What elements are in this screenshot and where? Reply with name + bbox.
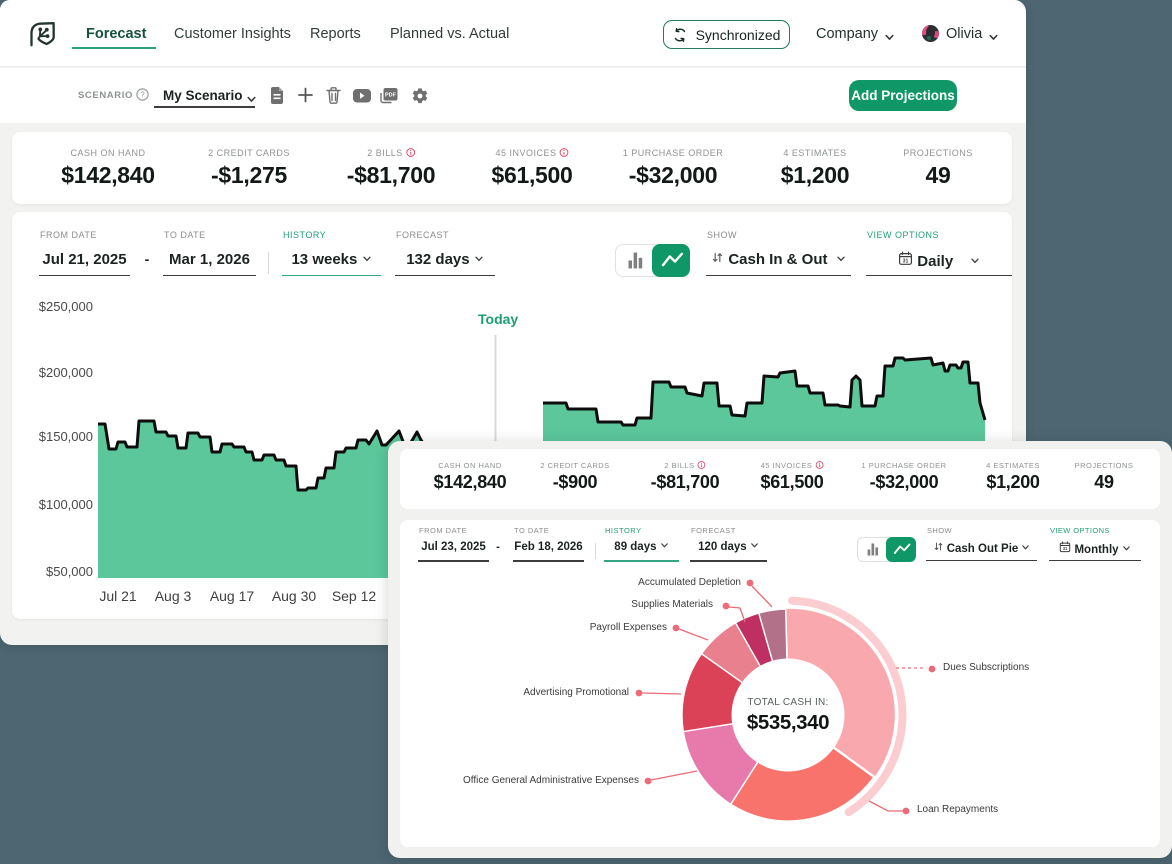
svg-text:31: 31 [903, 258, 909, 264]
svg-text:31: 31 [1063, 546, 1068, 551]
svg-text:?: ? [140, 90, 145, 99]
svg-text:PDF: PDF [385, 93, 397, 99]
